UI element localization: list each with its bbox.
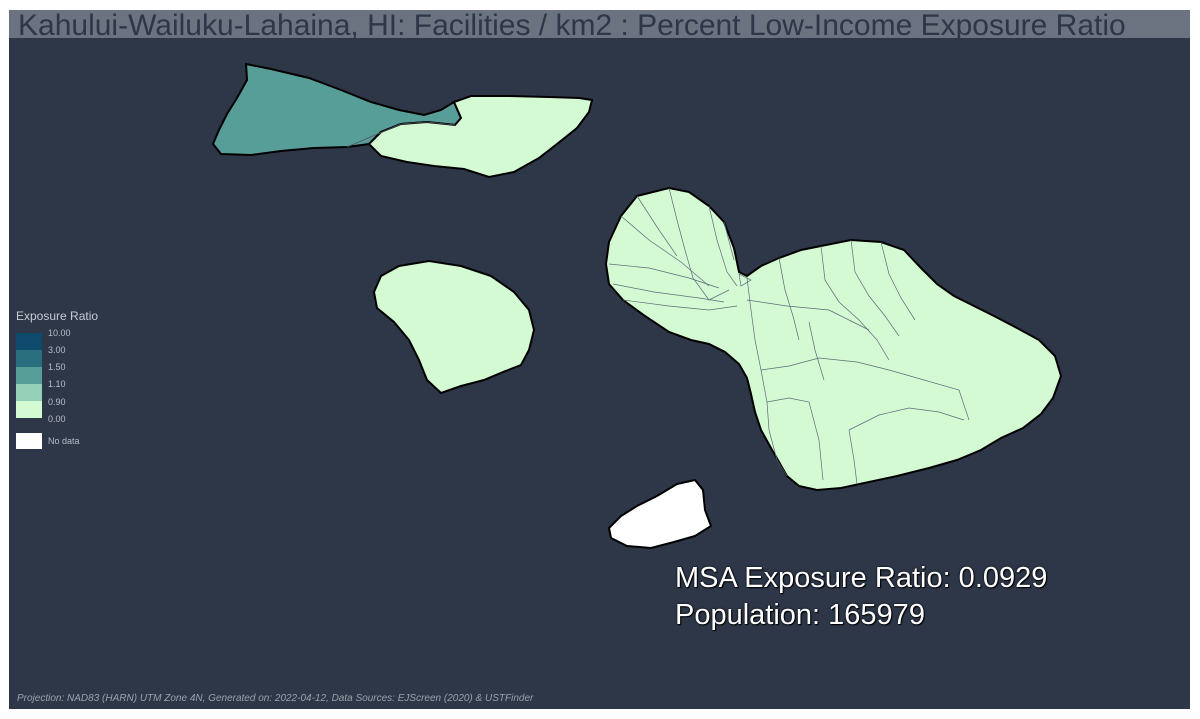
legend-swatch-3: [16, 350, 42, 367]
maui-island: [606, 188, 1061, 490]
msa-exposure-ratio: MSA Exposure Ratio: 0.0929: [675, 560, 1047, 597]
legend-tick-label: 3.00: [48, 345, 66, 355]
legend-tick-label: 0.90: [48, 397, 66, 407]
legend-swatch-0-9: [16, 401, 42, 418]
map-title: Kahului-Wailuku-Lahaina, HI: Facilities …: [18, 10, 1126, 38]
legend: Exposure Ratio 10.00 3.00 1.50 1.10 0.90…: [16, 309, 156, 487]
legend-tick-label: 0.00: [48, 414, 66, 424]
map-footer: Projection: NAD83 (HARN) UTM Zone 4N, Ge…: [17, 693, 533, 704]
legend-swatch-1-1: [16, 384, 42, 401]
legend-tick-label: 1.10: [48, 379, 66, 389]
lanai-island: [374, 261, 534, 393]
molokai-east-region: [369, 96, 592, 177]
legend-tick-label: 1.50: [48, 362, 66, 372]
legend-tick-label: 10.00: [48, 328, 71, 338]
population-count: Population: 165979: [675, 597, 1047, 634]
legend-title: Exposure Ratio: [16, 309, 156, 323]
legend-no-data: No data: [16, 433, 136, 450]
no-data-swatch: [16, 433, 42, 449]
no-data-label: No data: [48, 436, 80, 446]
msa-stats: MSA Exposure Ratio: 0.0929 Population: 1…: [675, 560, 1047, 634]
legend-swatch-10: [16, 333, 42, 350]
legend-swatch-1-5: [16, 367, 42, 384]
title-bar: Kahului-Wailuku-Lahaina, HI: Facilities …: [9, 10, 1190, 38]
kahoolawe-island: [609, 480, 711, 548]
map-frame: Kahului-Wailuku-Lahaina, HI: Facilities …: [9, 10, 1190, 709]
